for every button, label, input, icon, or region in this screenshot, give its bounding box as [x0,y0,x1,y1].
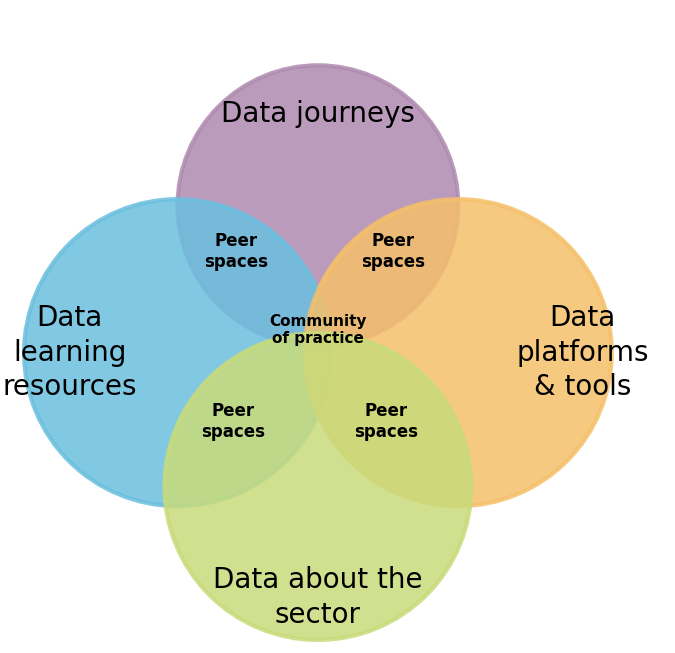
Text: Peer
spaces: Peer spaces [361,232,425,271]
Circle shape [165,333,471,640]
Text: Peer
spaces: Peer spaces [354,402,418,441]
Text: Data about the
sector: Data about the sector [213,566,423,629]
Text: Community
of practice: Community of practice [269,313,367,346]
Circle shape [305,199,612,506]
Circle shape [178,65,458,346]
Text: Peer
spaces: Peer spaces [201,402,265,441]
Text: Data
learning
resources: Data learning resources [3,304,137,401]
Text: Data journeys: Data journeys [221,101,415,128]
Circle shape [24,199,331,506]
Text: Peer
spaces: Peer spaces [205,232,268,271]
Text: Data
platforms
& tools: Data platforms & tools [516,304,649,401]
